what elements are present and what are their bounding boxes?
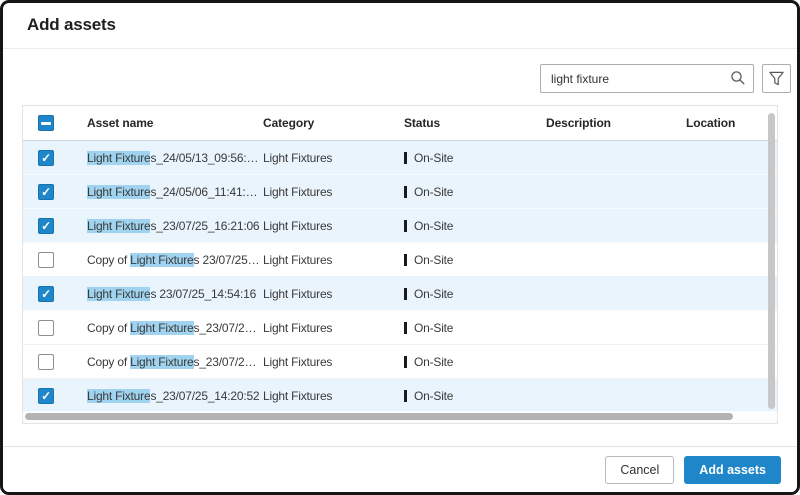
search-highlight: Light Fixture xyxy=(87,286,151,301)
search-highlight: Light Fixture xyxy=(130,354,194,369)
row-checkbox[interactable] xyxy=(38,387,54,404)
status-indicator-icon xyxy=(404,185,407,198)
horizontal-scrollbar-track xyxy=(23,411,777,423)
category-cell: Light Fixtures xyxy=(263,218,333,233)
status-cell: On-Site xyxy=(404,151,546,165)
asset-name-cell: Light Fixtures_24/05/06_11:41:… xyxy=(87,184,258,199)
status-cell: On-Site xyxy=(404,321,546,335)
column-header-asset-name: Asset name xyxy=(87,116,154,130)
asset-name-cell: Light Fixtures 23/07/25_14:54:16 xyxy=(87,286,257,301)
horizontal-scrollbar[interactable] xyxy=(25,413,733,420)
status-indicator-icon xyxy=(404,287,407,300)
search-field xyxy=(540,64,754,93)
search-highlight: Light Fixture xyxy=(87,184,151,199)
status-indicator-icon xyxy=(404,151,407,164)
asset-name-cell: Copy of Light Fixtures_23/07/2… xyxy=(87,354,257,369)
search-input[interactable] xyxy=(540,64,754,93)
search-highlight: Light Fixture xyxy=(130,252,194,267)
filter-funnel-icon xyxy=(769,71,784,86)
table-row[interactable]: Light Fixtures 23/07/25_14:54:16 Light F… xyxy=(23,277,777,311)
column-header-location: Location xyxy=(686,116,736,130)
category-cell: Light Fixtures xyxy=(263,184,333,199)
add-assets-button[interactable]: Add assets xyxy=(684,455,781,484)
status-cell: On-Site xyxy=(404,355,546,369)
table-row[interactable]: Light Fixtures_23/07/25_14:20:52 Light F… xyxy=(23,379,777,413)
row-checkbox[interactable] xyxy=(38,319,54,336)
asset-name-cell: Copy of Light Fixtures 23/07/25… xyxy=(87,252,260,267)
category-cell: Light Fixtures xyxy=(263,354,333,369)
category-cell: Light Fixtures xyxy=(263,252,333,267)
status-indicator-icon xyxy=(404,253,407,266)
page-title: Add assets xyxy=(27,15,116,34)
column-header-category: Category xyxy=(263,116,315,130)
table-row[interactable]: Light Fixtures_23/07/25_16:21:06 Light F… xyxy=(23,209,777,243)
modal-footer: Cancel Add assets xyxy=(3,446,797,492)
status-indicator-icon xyxy=(404,355,407,368)
status-indicator-icon xyxy=(404,321,407,334)
asset-name-cell: Copy of Light Fixtures_23/07/2… xyxy=(87,320,257,335)
row-checkbox[interactable] xyxy=(38,183,54,200)
status-cell: On-Site xyxy=(404,287,546,301)
status-cell: On-Site xyxy=(404,389,546,403)
table-row[interactable]: Light Fixtures_24/05/13_09:56:… Light Fi… xyxy=(23,141,777,175)
row-checkbox[interactable] xyxy=(38,149,54,166)
column-header-description: Description xyxy=(546,116,611,130)
table-header-row: Asset name Category Status Description L… xyxy=(23,106,777,141)
search-highlight: Light Fixture xyxy=(87,150,151,165)
filter-button[interactable] xyxy=(762,64,791,93)
column-header-status: Status xyxy=(404,116,441,130)
search-highlight: Light Fixture xyxy=(87,388,151,403)
search-highlight: Light Fixture xyxy=(130,320,194,335)
cancel-button[interactable]: Cancel xyxy=(605,455,675,484)
status-cell: On-Site xyxy=(404,219,546,233)
table-row[interactable]: Light Fixtures_24/05/06_11:41:… Light Fi… xyxy=(23,175,777,209)
table-row[interactable]: Copy of Light Fixtures_23/07/2… Light Fi… xyxy=(23,311,777,345)
row-checkbox[interactable] xyxy=(38,353,54,370)
table-row[interactable]: Copy of Light Fixtures_23/07/2… Light Fi… xyxy=(23,345,777,379)
category-cell: Light Fixtures xyxy=(263,286,333,301)
row-checkbox[interactable] xyxy=(38,285,54,302)
status-cell: On-Site xyxy=(404,253,546,267)
category-cell: Light Fixtures xyxy=(263,150,333,165)
table-row[interactable]: Copy of Light Fixtures 23/07/25… Light F… xyxy=(23,243,777,277)
category-cell: Light Fixtures xyxy=(263,320,333,335)
status-cell: On-Site xyxy=(404,185,546,199)
select-all-checkbox[interactable] xyxy=(38,115,54,131)
table-body: Light Fixtures_24/05/13_09:56:… Light Fi… xyxy=(23,141,777,413)
title-divider xyxy=(3,48,797,49)
assets-table: Asset name Category Status Description L… xyxy=(22,105,778,424)
asset-name-cell: Light Fixtures_23/07/25_16:21:06 xyxy=(87,218,260,233)
asset-name-cell: Light Fixtures_23/07/25_14:20:52 xyxy=(87,388,260,403)
search-highlight: Light Fixture xyxy=(87,218,151,233)
category-cell: Light Fixtures xyxy=(263,388,333,403)
vertical-scrollbar[interactable] xyxy=(768,113,775,409)
row-checkbox[interactable] xyxy=(38,251,54,268)
row-checkbox[interactable] xyxy=(38,217,54,234)
status-indicator-icon xyxy=(404,219,407,232)
asset-name-cell: Light Fixtures_24/05/13_09:56:… xyxy=(87,150,259,165)
status-indicator-icon xyxy=(404,389,407,402)
